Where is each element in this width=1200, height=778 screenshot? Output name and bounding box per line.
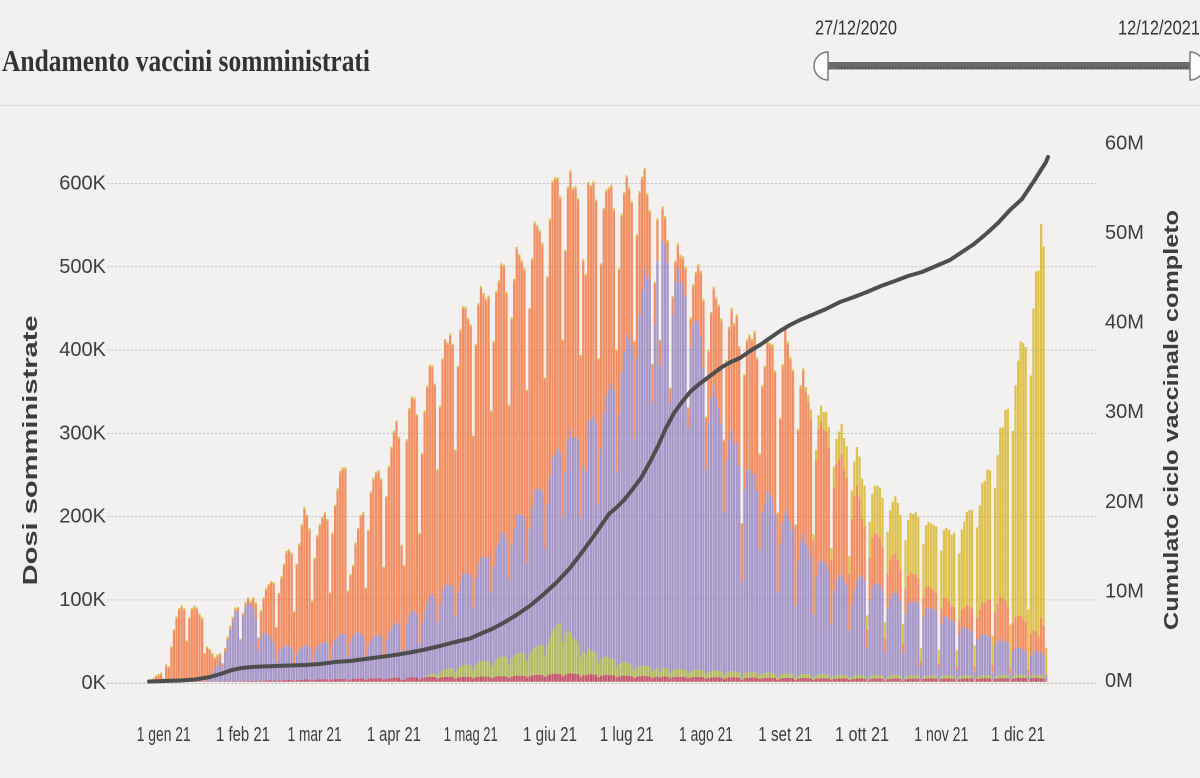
svg-text:1 mag 21: 1 mag 21 bbox=[444, 724, 498, 746]
svg-text:30M: 30M bbox=[1105, 401, 1144, 423]
svg-text:60M: 60M bbox=[1105, 132, 1144, 154]
svg-text:500K: 500K bbox=[59, 256, 106, 278]
svg-text:100K: 100K bbox=[59, 589, 106, 611]
svg-text:20M: 20M bbox=[1105, 491, 1144, 513]
svg-text:1 feb 21: 1 feb 21 bbox=[216, 724, 270, 746]
svg-text:1 ott 21: 1 ott 21 bbox=[835, 724, 889, 746]
svg-text:Dosi somministrate: Dosi somministrate bbox=[20, 315, 42, 585]
svg-text:1 gen 21: 1 gen 21 bbox=[137, 724, 191, 746]
svg-text:600K: 600K bbox=[59, 173, 106, 195]
svg-text:0K: 0K bbox=[82, 672, 107, 694]
svg-text:Cumulato ciclo vaccinale compl: Cumulato ciclo vaccinale completo bbox=[1161, 210, 1183, 630]
svg-text:1 set 21: 1 set 21 bbox=[758, 724, 812, 746]
svg-text:Andamento vaccini somministrat: Andamento vaccini somministrati bbox=[2, 43, 370, 78]
svg-text:50M: 50M bbox=[1105, 222, 1144, 244]
svg-text:10M: 10M bbox=[1105, 580, 1144, 602]
svg-text:40M: 40M bbox=[1105, 312, 1144, 334]
svg-text:1 ago 21: 1 ago 21 bbox=[679, 724, 733, 746]
svg-text:27/12/2020: 27/12/2020 bbox=[815, 18, 897, 40]
svg-text:1 giu 21: 1 giu 21 bbox=[523, 724, 577, 746]
svg-text:1 nov 21: 1 nov 21 bbox=[914, 724, 968, 746]
svg-text:200K: 200K bbox=[59, 506, 106, 528]
svg-text:300K: 300K bbox=[59, 422, 106, 444]
svg-text:1 apr 21: 1 apr 21 bbox=[367, 724, 421, 746]
svg-text:1 dic 21: 1 dic 21 bbox=[991, 724, 1045, 746]
svg-text:12/12/2021: 12/12/2021 bbox=[1118, 18, 1200, 40]
svg-text:0M: 0M bbox=[1105, 670, 1133, 692]
svg-text:400K: 400K bbox=[59, 339, 106, 361]
svg-text:1 lug 21: 1 lug 21 bbox=[600, 724, 654, 746]
svg-text:1 mar 21: 1 mar 21 bbox=[288, 724, 342, 746]
